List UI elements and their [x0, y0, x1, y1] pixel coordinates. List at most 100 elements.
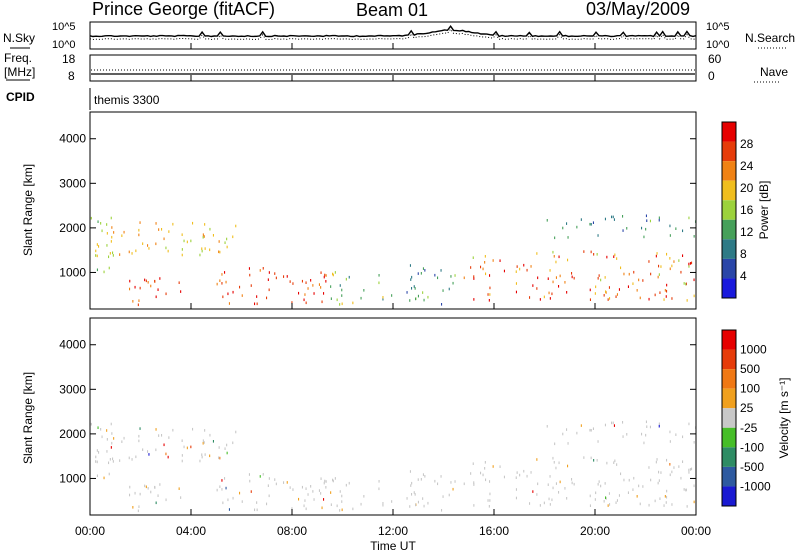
- velocity-echo-cell: [298, 497, 300, 501]
- velocity-echo-cell: [222, 501, 224, 505]
- velocity-echo-cell: [411, 493, 413, 496]
- nsearch-trace: [89, 28, 697, 41]
- velocity-echo-cell: [139, 427, 141, 430]
- power-echo-cell: [590, 223, 592, 226]
- velocity-echo-cell: [121, 440, 123, 443]
- power-echo-cell: [671, 297, 673, 300]
- velocity-echo-cell: [199, 459, 201, 463]
- power-echo-cell: [480, 265, 482, 269]
- velocity-echo-cell: [218, 446, 220, 449]
- velocity-echo-cell: [655, 460, 657, 464]
- power-echo-cell: [627, 285, 629, 288]
- velocity-echo-cell: [363, 495, 365, 498]
- velocity-echo-cell: [181, 459, 183, 463]
- power-echo-cell: [339, 284, 341, 287]
- velocity-echo-cell: [139, 492, 141, 496]
- power-echo-cell: [589, 222, 591, 226]
- power-echo-cell: [204, 223, 206, 226]
- power-echo-cell: [526, 268, 528, 272]
- velocity-echo-cell: [178, 487, 180, 490]
- power-echo-cell: [286, 275, 288, 278]
- power-echo-cell: [183, 239, 185, 243]
- colorbar-swatch: [722, 239, 736, 259]
- colorbar-swatch: [722, 408, 736, 428]
- velocity-echo-cell: [283, 481, 285, 484]
- velocity-echo-cell: [111, 441, 113, 445]
- velocity-echo-cell: [304, 499, 306, 502]
- power-echo-cell: [485, 272, 487, 276]
- power-cbar-title: Power [dB]: [757, 181, 771, 240]
- power-echo-cell: [632, 282, 634, 285]
- velocity-echo-cell: [598, 480, 600, 483]
- power-echo-cell: [658, 218, 660, 222]
- power-echo-cell: [554, 236, 556, 240]
- power-echo-cell: [132, 300, 134, 303]
- power-echo-cell: [167, 249, 169, 253]
- colorbar-swatch: [722, 161, 736, 181]
- power-echo-cell: [693, 278, 695, 282]
- xtick-label: 12:00: [378, 524, 408, 538]
- power-echo-cell: [150, 284, 152, 288]
- power-echo-cell: [142, 242, 144, 245]
- velocity-echo-cell: [382, 503, 384, 507]
- power-echo-cell: [137, 303, 139, 307]
- power-echo-cell: [682, 229, 684, 233]
- nsky-trace: [89, 25, 697, 38]
- velocity-echo-cell: [409, 470, 411, 473]
- velocity-echo-cell: [256, 508, 258, 512]
- velocity-echo-cell: [226, 451, 228, 455]
- power-echo-cell: [250, 284, 252, 287]
- power-echo-cell: [553, 255, 555, 258]
- velocity-echo-cell: [658, 479, 660, 482]
- velocity-echo-cell: [448, 493, 450, 497]
- power-echo-cell: [450, 275, 452, 278]
- power-echo-cell: [448, 287, 450, 291]
- power-echo-cell: [549, 297, 551, 300]
- power-echo-cell: [139, 221, 141, 224]
- power-echo-cell: [305, 281, 307, 284]
- power-echo-cell: [330, 297, 332, 300]
- power-echo-cell: [555, 276, 557, 279]
- power-echo-cell: [693, 294, 695, 298]
- velocity-echo-cell: [632, 488, 634, 491]
- power-echo-cell: [181, 253, 183, 257]
- velocity-echo-cell: [249, 479, 251, 483]
- velocity-echo-cell: [165, 452, 167, 456]
- velocity-echo-cell: [666, 489, 668, 493]
- power-echo-cell: [325, 274, 327, 277]
- power-echo-cell: [688, 265, 690, 268]
- power-echo-cell: [688, 262, 690, 266]
- velocity-echo-cell: [321, 506, 323, 510]
- power-echo-cell: [262, 267, 264, 270]
- ytick-label: 2000: [59, 427, 86, 441]
- power-echo-cell: [313, 292, 315, 295]
- velocity-echo-cell: [657, 481, 659, 485]
- power-echo-cell: [332, 273, 334, 277]
- velocity-echo-cell: [589, 504, 591, 507]
- nsky-label: N.Sky: [3, 31, 35, 45]
- nave-label: Nave: [760, 65, 788, 79]
- power-echo-cell: [567, 236, 569, 239]
- power-echo-cell: [341, 302, 343, 306]
- velocity-echo-cell: [147, 450, 149, 453]
- power-echo-cell: [110, 216, 112, 220]
- velocity-echo-cell: [155, 448, 157, 452]
- ytick-label: 3000: [59, 176, 86, 190]
- power-echo-cell: [106, 244, 108, 247]
- velocity-echo-cell: [686, 505, 688, 508]
- power-echo-cell: [595, 285, 597, 289]
- power-echo-cell: [323, 275, 325, 279]
- velocity-echo-cell: [239, 491, 241, 495]
- power-echo-cell: [222, 295, 224, 299]
- velocity-echo-cell: [555, 482, 557, 485]
- velocity-echo-cell: [484, 461, 486, 464]
- colorbar-label: 20: [740, 181, 754, 195]
- power-echo-cell: [515, 290, 517, 294]
- power-echo-cell: [593, 253, 595, 256]
- date-title: 03/May/2009: [586, 0, 690, 19]
- power-echo-cell: [417, 294, 419, 298]
- velocity-echo-cell: [218, 456, 220, 460]
- power-echo-cell: [323, 292, 325, 295]
- power-echo-cell: [147, 244, 149, 247]
- power-echo-cell: [307, 287, 309, 290]
